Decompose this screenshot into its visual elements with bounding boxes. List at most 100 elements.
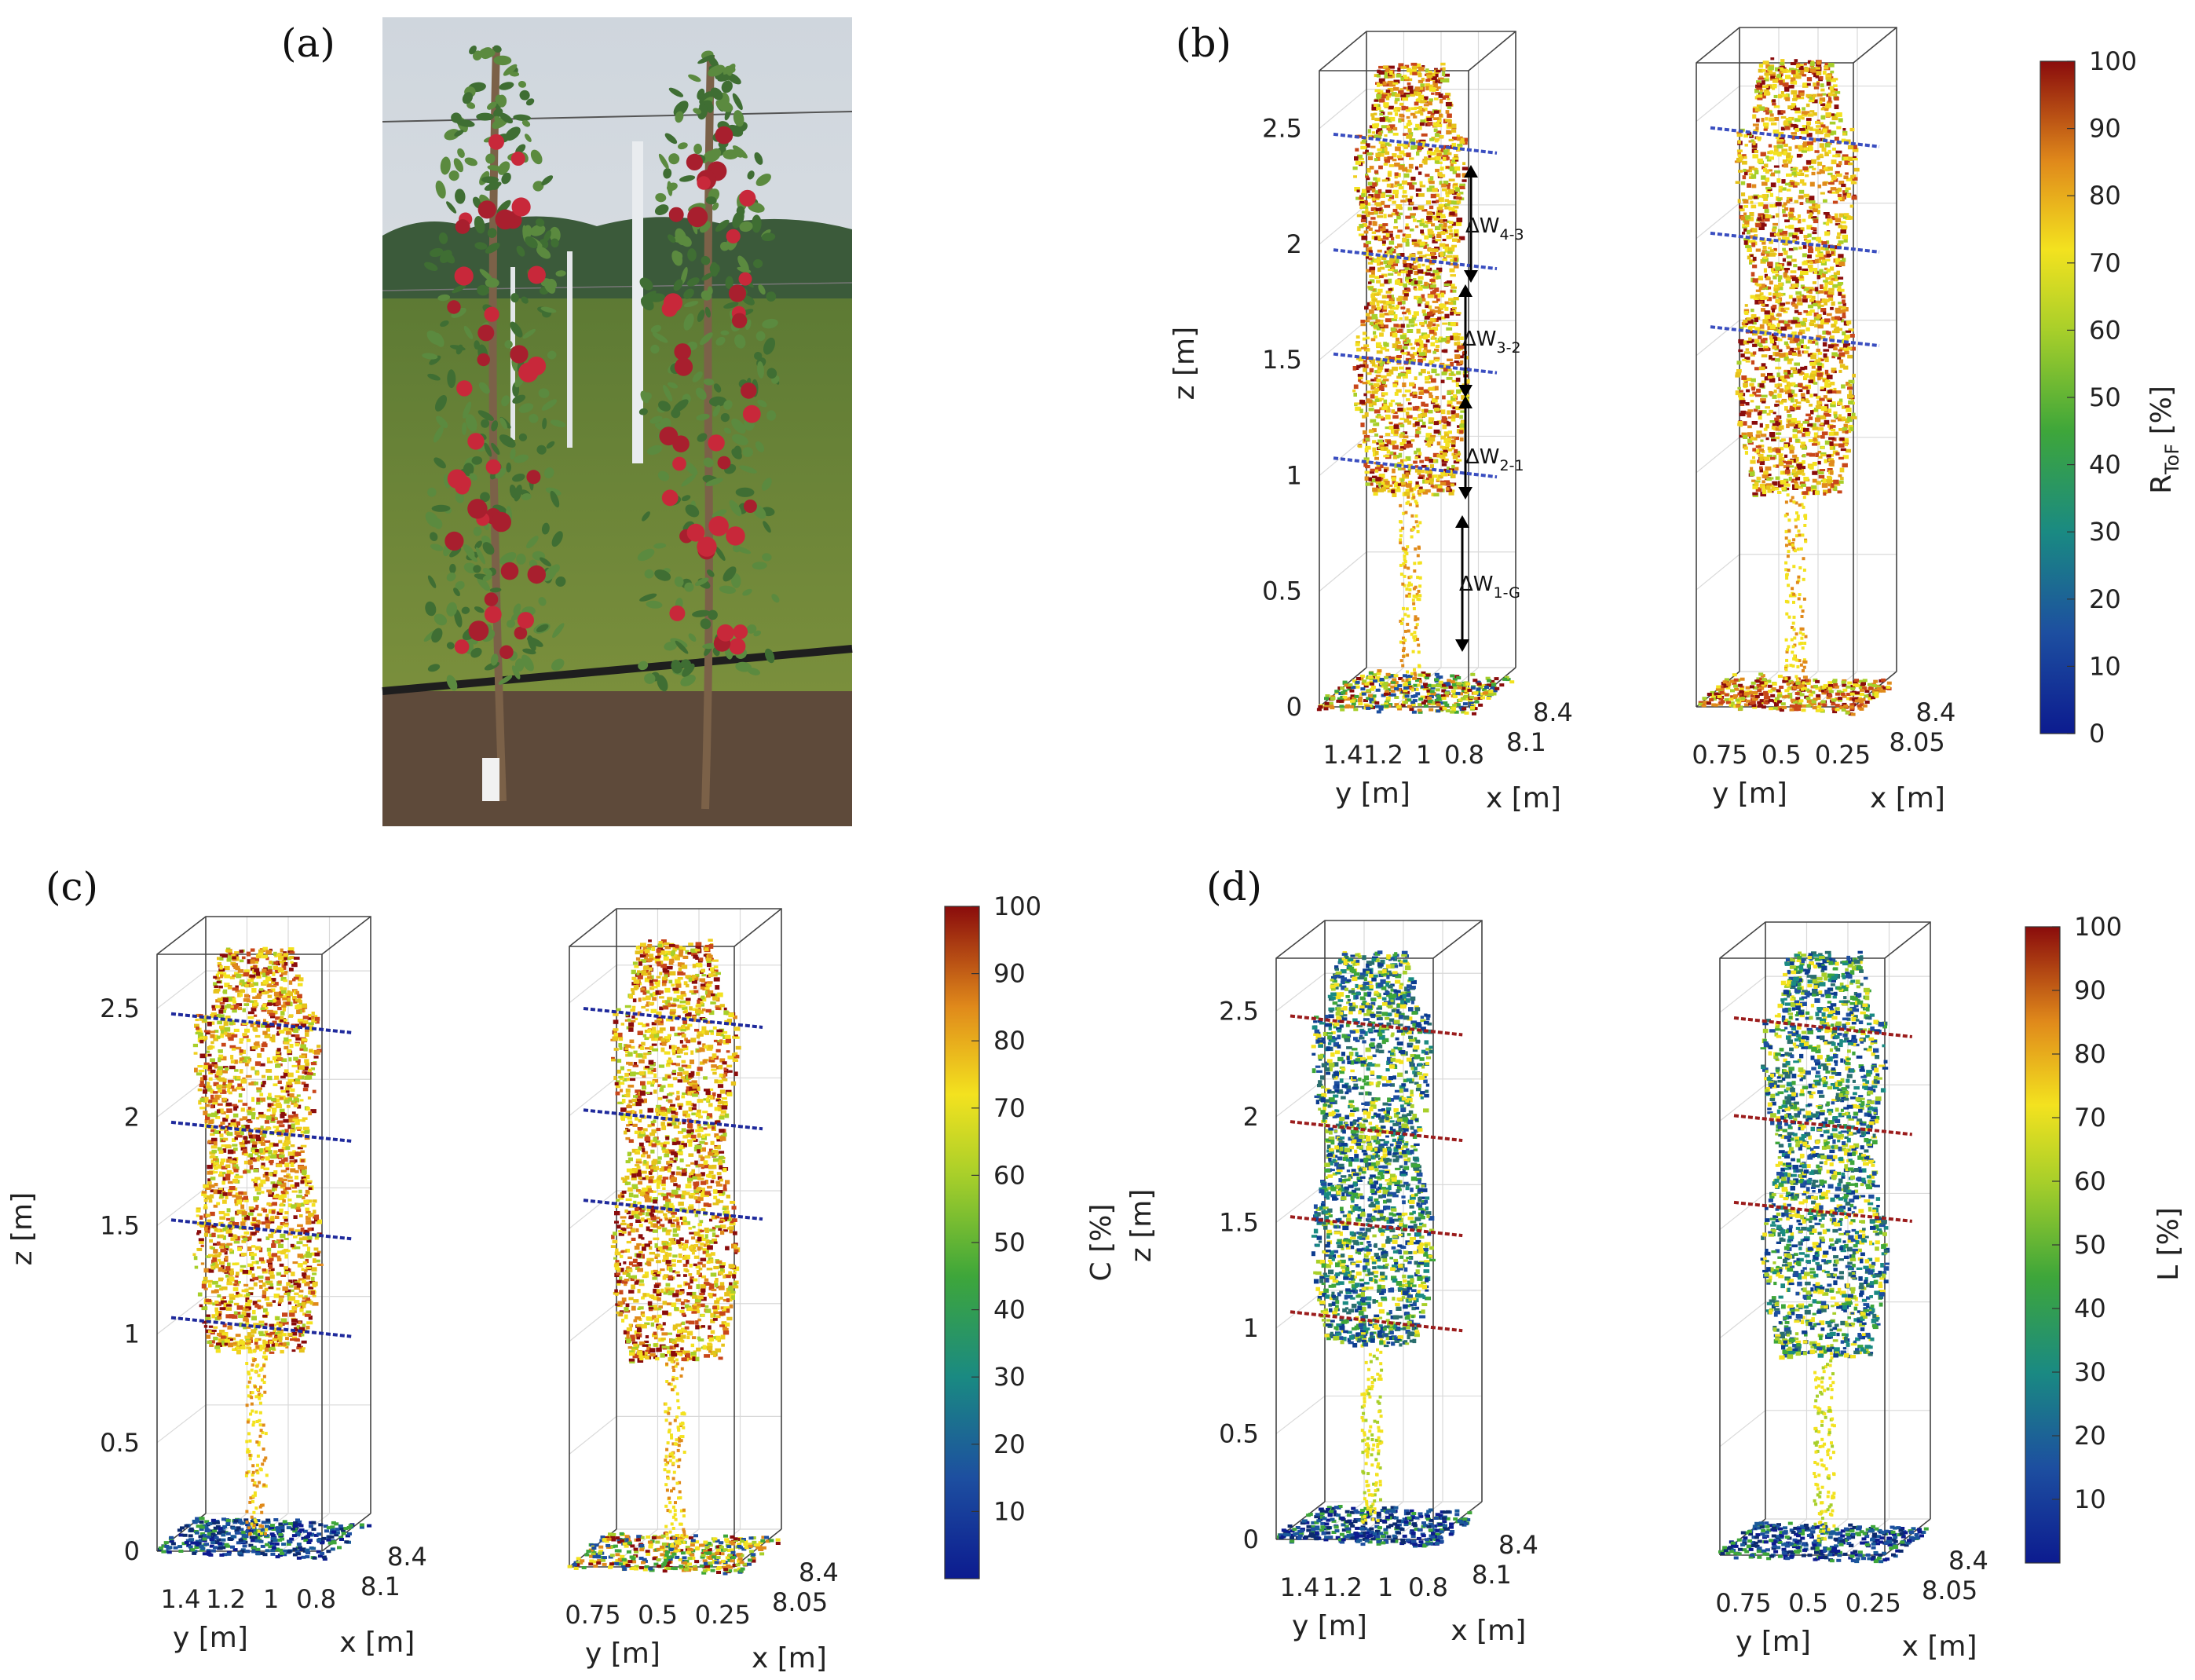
z-tick-label: 1 [124, 1319, 140, 1349]
dw-arrow-3-2: ΔW3-2 [1458, 284, 1521, 397]
point-cloud-d-2: 0.75 0.5 0.25 y [m] 8.058.4 x [m] [1715, 921, 1988, 1663]
colorbar-d: 10 20 30 40 50 60 70 80 90 100 L [%] [2025, 912, 2185, 1564]
colorbar-b-label: RToF [%] [2146, 386, 2183, 494]
z-tick-label: 1.5 [100, 1210, 140, 1240]
point-cloud-b-2: 0.75 0.5 0.25 y [m] 8.058.4 x [m] [1692, 27, 1955, 814]
x-tick-label: 8.4 [1916, 697, 1956, 727]
z-tick-label: 2.5 [1262, 114, 1302, 144]
z-tick-label: 1 [1243, 1313, 1259, 1343]
y-tick-label: 1 [1416, 740, 1432, 770]
z-tick-label: 0 [1286, 692, 1302, 722]
y-tick-label: 1.2 [1322, 1572, 1363, 1602]
x-tick-label: 8.05 [772, 1587, 828, 1617]
colorbar-tick-label: 100 [993, 891, 1041, 921]
dw-arrow-4-3: ΔW4-3 [1464, 165, 1524, 283]
orchard-photo [382, 17, 853, 826]
z-tick-label: 0.5 [100, 1428, 140, 1458]
colorbar-tick-label: 50 [2089, 382, 2121, 412]
x-tick-label: 8.05 [1922, 1576, 1977, 1605]
delta-w-annotations: ΔW4-3 ΔW3-2 ΔW2-1 ΔW1-G [1455, 165, 1524, 652]
y-tick-label: 0.5 [1761, 740, 1802, 770]
panel-b-label: (b) [1176, 20, 1231, 66]
colorbar-tick-label: 80 [2074, 1039, 2106, 1069]
z-tick-label: 1.5 [1219, 1207, 1259, 1237]
colorbar-tick-label: 30 [2074, 1357, 2106, 1387]
y-tick-label: 0.25 [1846, 1588, 1901, 1618]
y-axis-label: y [m] [1736, 1626, 1811, 1658]
y-axis-label: y [m] [1712, 778, 1787, 810]
x-tick-label: 8.4 [387, 1542, 427, 1572]
z-tick-label: 2 [124, 1102, 140, 1132]
x-axis-label: x [m] [339, 1627, 415, 1659]
z-axis-label: z [m] [1125, 1189, 1158, 1263]
y-tick-label: 0.5 [638, 1600, 678, 1630]
y-tick-label: 1.4 [161, 1584, 201, 1614]
z-axis-label: z [m] [6, 1192, 38, 1266]
y-tick-label: 1.2 [206, 1584, 246, 1614]
colorbar-tick-label: 20 [2089, 584, 2121, 614]
z-tick-label: 0.5 [1219, 1418, 1259, 1448]
y-tick-label: 0.8 [1408, 1572, 1448, 1602]
dw-label-1-g: ΔW1-G [1459, 573, 1520, 602]
x-tick-label: 8.1 [360, 1572, 401, 1601]
y-tick-label: 0.25 [1815, 740, 1871, 770]
colorbar-tick-label: 10 [2089, 651, 2121, 681]
dw-label-3-2: ΔW3-2 [1462, 328, 1521, 357]
colorbar-tick-label: 40 [2074, 1294, 2106, 1323]
colorbar-tick-label: 80 [2089, 181, 2121, 210]
y-tick-label: 0.8 [296, 1584, 336, 1614]
colorbar-b: 0 10 20 30 40 50 60 70 80 90 100 RToF [%] [2040, 46, 2183, 748]
x-tick-label: 8.4 [1533, 697, 1573, 727]
y-tick-label: 1 [1377, 1572, 1393, 1602]
x-tick-label: 8.1 [1506, 727, 1546, 757]
y-tick-label: 0.75 [565, 1600, 620, 1630]
colorbar-tick-label: 40 [2089, 450, 2121, 480]
colorbar-tick-label: 60 [993, 1160, 1026, 1190]
colorbar-tick-label: 30 [2089, 517, 2121, 547]
colorbar-tick-label: 10 [993, 1496, 1026, 1526]
x-axis-label: x [m] [1451, 1615, 1526, 1647]
colorbar-tick-label: 50 [2074, 1230, 2106, 1260]
x-axis-label: x [m] [1902, 1631, 1977, 1663]
y-tick-label: 1.2 [1363, 740, 1403, 770]
x-axis-label: x [m] [1486, 782, 1561, 814]
colorbar-tick-label: 100 [2089, 46, 2137, 76]
colorbar-tick-label: 60 [2089, 315, 2121, 345]
z-tick-label: 1.5 [1262, 345, 1302, 375]
x-tick-label: 8.4 [1948, 1546, 1988, 1576]
y-tick-label: 0.25 [695, 1600, 751, 1630]
y-tick-label: 0.75 [1692, 740, 1747, 770]
colorbar-tick-label: 40 [993, 1295, 1026, 1325]
point-cloud-c-1: 0 0.5 1 1.5 2 2.5 z [m] 1.4 1.2 1 0.8 y [m] 8.18.4 x … [6, 916, 427, 1659]
z-tick-label: 0.5 [1262, 576, 1302, 606]
colorbar-tick-label: 90 [993, 959, 1026, 989]
x-axis-label: x [m] [1870, 782, 1945, 814]
colorbar-c-label: C [%] [1085, 1204, 1118, 1282]
z-tick-label: 2.5 [100, 994, 140, 1023]
colorbar-tick-label: 30 [993, 1362, 1026, 1392]
colorbar-tick-label: 90 [2089, 114, 2121, 144]
y-axis-label: y [m] [1335, 778, 1410, 810]
colorbar-tick-label: 50 [993, 1228, 1026, 1257]
point-cloud-d-1: 0 0.5 1 1.5 2 2.5 z [m] 1.4 1.2 1 0.8 y [m] 8.18.4 x … [1125, 920, 1538, 1647]
colorbar-tick-label: 70 [993, 1093, 1026, 1123]
x-tick-label: 8.4 [1498, 1530, 1538, 1560]
panel-d-label: (d) [1206, 864, 1262, 910]
dw-label-4-3: ΔW4-3 [1465, 214, 1524, 243]
colorbar-tick-label: 60 [2074, 1166, 2106, 1196]
z-tick-label: 1 [1286, 460, 1302, 490]
z-tick-label: 2.5 [1219, 996, 1259, 1026]
point-cloud-plots: 00.511.522.5z [m]1.4 1.2 1 0.8y [m]8.18.4x … [6, 27, 1988, 1675]
x-tick-label: 8.1 [1472, 1560, 1512, 1590]
x-tick-label: 8.05 [1890, 727, 1945, 757]
y-axis-label: y [m] [1292, 1610, 1367, 1642]
colorbar-c: 10 20 30 40 50 60 70 80 90 100 C [%] [944, 891, 1118, 1579]
colorbar-tick-label: 70 [2089, 248, 2121, 278]
z-tick-label: 0 [124, 1536, 140, 1566]
y-axis-label: y [m] [585, 1638, 660, 1670]
y-axis-label: y [m] [173, 1622, 248, 1654]
colorbar-tick-label: 90 [2074, 975, 2106, 1005]
panel-c-label: (c) [46, 864, 98, 910]
dw-label-2-1: ΔW2-1 [1465, 445, 1524, 474]
dw-arrow-1-g: ΔW1-G [1455, 515, 1520, 652]
